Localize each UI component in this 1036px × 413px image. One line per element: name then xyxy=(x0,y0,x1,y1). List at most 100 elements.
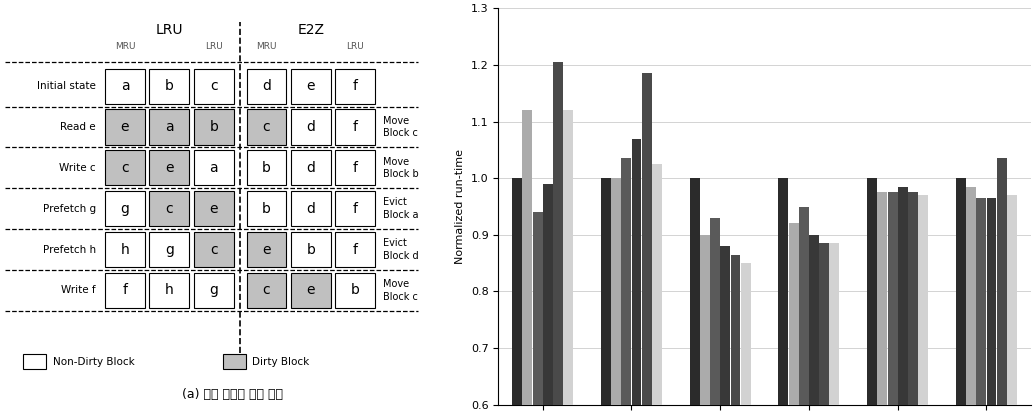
Bar xyxy=(247,273,286,308)
Text: d: d xyxy=(307,120,315,134)
Text: b: b xyxy=(209,120,219,134)
Text: b: b xyxy=(262,161,271,175)
Text: Prefetch h: Prefetch h xyxy=(42,244,96,254)
Bar xyxy=(799,206,809,413)
Text: b: b xyxy=(165,79,174,93)
Bar xyxy=(105,69,145,104)
Bar xyxy=(898,187,908,413)
Bar xyxy=(247,150,286,185)
Text: Non-Dirty Block: Non-Dirty Block xyxy=(53,356,135,366)
Bar xyxy=(622,158,631,413)
Bar xyxy=(194,273,234,308)
Text: c: c xyxy=(210,242,218,256)
Bar xyxy=(867,178,877,413)
Text: b: b xyxy=(307,242,315,256)
Text: E2Z: E2Z xyxy=(297,23,324,37)
Bar xyxy=(105,109,145,145)
Bar xyxy=(194,191,234,226)
Text: c: c xyxy=(166,202,173,216)
Text: MRU: MRU xyxy=(115,42,135,51)
Bar xyxy=(730,255,741,413)
Bar xyxy=(543,184,553,413)
Bar xyxy=(611,178,621,413)
Text: a: a xyxy=(120,79,130,93)
Text: f: f xyxy=(122,283,127,297)
Text: Read e: Read e xyxy=(60,122,96,132)
Bar xyxy=(24,354,46,369)
Text: c: c xyxy=(263,120,270,134)
Bar xyxy=(522,110,533,413)
Text: Initial state: Initial state xyxy=(37,81,96,91)
Text: a: a xyxy=(209,161,219,175)
Text: e: e xyxy=(307,79,315,93)
Bar xyxy=(105,150,145,185)
Bar xyxy=(632,138,641,413)
Text: d: d xyxy=(307,202,315,216)
Bar xyxy=(336,273,375,308)
Y-axis label: Normalized run-time: Normalized run-time xyxy=(455,149,465,264)
Bar xyxy=(105,232,145,267)
Text: c: c xyxy=(210,79,218,93)
Bar xyxy=(690,178,699,413)
Text: LRU: LRU xyxy=(346,42,365,51)
Text: Write c: Write c xyxy=(59,163,96,173)
Text: e: e xyxy=(262,242,270,256)
Bar xyxy=(194,150,234,185)
Bar xyxy=(601,178,611,413)
Text: LRU: LRU xyxy=(155,23,183,37)
Bar xyxy=(778,178,788,413)
Text: Dirty Block: Dirty Block xyxy=(253,356,310,366)
Bar xyxy=(291,69,330,104)
Text: b: b xyxy=(262,202,271,216)
Bar xyxy=(291,273,330,308)
Bar xyxy=(553,62,563,413)
Bar xyxy=(336,150,375,185)
Bar xyxy=(1007,195,1017,413)
Text: d: d xyxy=(262,79,271,93)
Text: f: f xyxy=(353,242,357,256)
Text: g: g xyxy=(120,202,130,216)
Text: h: h xyxy=(165,283,174,297)
Bar xyxy=(149,150,190,185)
Text: f: f xyxy=(353,161,357,175)
Text: e: e xyxy=(120,120,130,134)
Text: Evict
Block d: Evict Block d xyxy=(383,238,419,261)
Bar xyxy=(652,164,662,413)
Bar xyxy=(105,191,145,226)
Text: e: e xyxy=(165,161,174,175)
Bar xyxy=(888,192,897,413)
Bar xyxy=(918,195,928,413)
Bar xyxy=(819,243,829,413)
Text: g: g xyxy=(165,242,174,256)
Text: g: g xyxy=(209,283,219,297)
Bar xyxy=(291,150,330,185)
Text: Write f: Write f xyxy=(61,285,96,295)
Bar xyxy=(967,187,976,413)
Text: LRU: LRU xyxy=(205,42,223,51)
Bar xyxy=(512,178,522,413)
Bar xyxy=(336,109,375,145)
Bar xyxy=(194,69,234,104)
Bar xyxy=(291,232,330,267)
Bar xyxy=(247,69,286,104)
Text: MRU: MRU xyxy=(256,42,277,51)
Bar xyxy=(641,74,652,413)
Bar xyxy=(149,273,190,308)
Bar xyxy=(956,178,966,413)
Bar xyxy=(877,192,887,413)
Bar xyxy=(149,191,190,226)
Bar xyxy=(336,69,375,104)
Text: a: a xyxy=(165,120,174,134)
Text: d: d xyxy=(307,161,315,175)
Text: h: h xyxy=(120,242,130,256)
Bar xyxy=(223,354,246,369)
Text: c: c xyxy=(263,283,270,297)
Text: (a) 캐시 모듈의 동작 사례: (a) 캐시 모듈의 동작 사례 xyxy=(181,388,283,401)
Text: Move
Block b: Move Block b xyxy=(383,157,419,179)
Bar xyxy=(788,223,799,413)
Bar xyxy=(247,191,286,226)
Bar xyxy=(291,191,330,226)
Bar xyxy=(194,232,234,267)
Bar xyxy=(700,235,710,413)
Bar xyxy=(809,235,819,413)
